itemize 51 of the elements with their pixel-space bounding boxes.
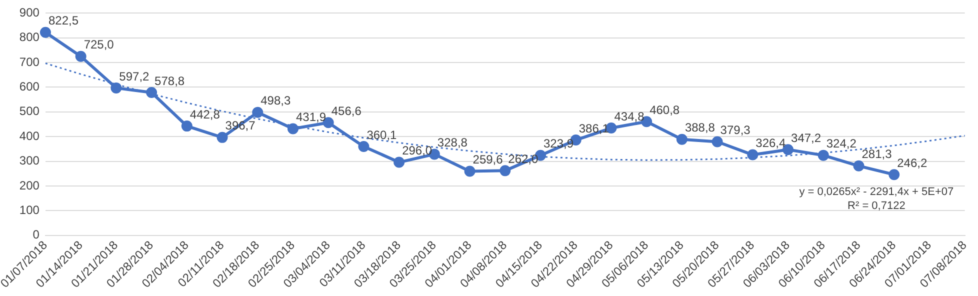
data-label: 456,6 (331, 104, 362, 118)
data-label: 326,4 (756, 136, 786, 150)
data-label: 822,5 (48, 14, 79, 28)
point (853, 160, 864, 172)
data-label: 442,8 (190, 107, 220, 122)
data-label: 578,8 (154, 74, 185, 88)
point (40, 26, 51, 38)
annotation: R² = 0,7122 (848, 200, 906, 212)
y-tick-label: 0 (32, 228, 40, 242)
data-label: 259,6 (472, 152, 504, 167)
y-tick-label: 500 (19, 104, 40, 118)
point (110, 82, 122, 94)
y-tick-label: 200 (19, 178, 40, 192)
data-label: 246,2 (897, 156, 928, 170)
point (75, 50, 86, 62)
y-tick-label: 100 (19, 202, 40, 217)
point (747, 149, 758, 160)
data-label: 388,8 (684, 120, 716, 135)
point (287, 123, 298, 134)
point (358, 140, 370, 152)
point (888, 169, 900, 180)
y-tick-label: 900 (19, 6, 40, 20)
point (394, 156, 405, 168)
point (252, 106, 264, 118)
point (818, 150, 829, 161)
data-label: 360,1 (366, 128, 398, 142)
y-tick-label: 300 (19, 154, 40, 168)
point (181, 120, 192, 132)
data-label: 281,3 (862, 147, 892, 162)
y-tick-label: 600 (19, 80, 40, 94)
data-label: 379,3 (720, 123, 751, 138)
point (676, 134, 688, 145)
data-label: 460,8 (650, 102, 680, 117)
data-label: 296,0 (402, 144, 432, 158)
data-label: 725,0 (84, 38, 114, 52)
y-tick-label: 800 (19, 30, 40, 44)
data-label: 597,2 (119, 69, 150, 84)
annotation: y = 0,0265x² - 2291,4x + 5E+07 (799, 186, 954, 198)
data-label: 328,8 (437, 136, 468, 150)
data-label: 431,9 (296, 110, 326, 124)
data-label: 324,2 (826, 136, 857, 151)
point (216, 132, 228, 143)
point (464, 166, 476, 177)
point (146, 86, 158, 98)
y-tick-label: 700 (19, 54, 40, 69)
y-tick-label: 400 (19, 128, 40, 143)
point (500, 165, 511, 176)
point (712, 136, 723, 148)
data-label: 498,3 (260, 94, 291, 108)
data-label: 434,8 (614, 109, 645, 124)
data-label: 347,2 (791, 130, 822, 145)
